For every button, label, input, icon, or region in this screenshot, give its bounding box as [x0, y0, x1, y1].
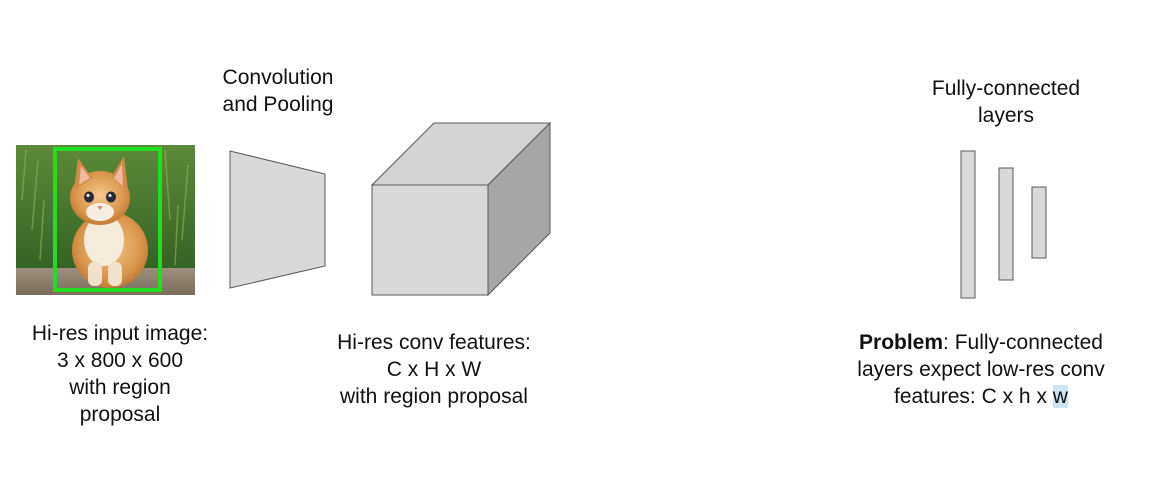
input-caption-line-3: with region: [69, 376, 171, 399]
conv-pooling-label: Convolution and Pooling: [198, 64, 358, 118]
problem-bold-label: Problem: [859, 331, 944, 354]
fc-layer-2: [998, 167, 1014, 281]
problem-statement: Problem: Fully-connected layers expect l…: [826, 329, 1136, 410]
features-caption-line-1: Hi-res conv features:: [337, 331, 531, 354]
conv-label-line-1: Convolution: [222, 66, 334, 89]
problem-highlighted-w: w: [1052, 385, 1068, 408]
fc-layer-1: [960, 150, 976, 299]
input-image-caption: Hi-res input image: 3 x 800 x 600 with r…: [0, 320, 240, 428]
problem-line-1-rest: : Fully-connected: [943, 331, 1103, 354]
fc-layer-3: [1031, 186, 1047, 259]
conv-label-line-2: and Pooling: [222, 93, 334, 116]
input-caption-line-4: proposal: [79, 403, 161, 426]
input-caption-line-1: Hi-res input image:: [31, 322, 209, 345]
features-caption-line-2: C x H x W: [386, 358, 482, 381]
problem-line-2: layers expect low-res conv: [857, 358, 1105, 381]
problem-line-3-text: features: C x h x: [894, 385, 1053, 408]
fc-label-line-1: Fully-connected: [931, 77, 1081, 100]
features-caption-line-3: with region proposal: [340, 385, 528, 408]
fc-label-line-2: layers: [977, 104, 1035, 127]
fc-layers-label: Fully-connected layers: [906, 75, 1106, 129]
problem-line-1: Problem: Fully-connected: [826, 329, 1136, 356]
conv-features-caption: Hi-res conv features: C x H x W with reg…: [314, 329, 554, 410]
input-caption-line-2: 3 x 800 x 600: [56, 349, 184, 372]
problem-line-3: features: C x h x w: [826, 383, 1136, 410]
